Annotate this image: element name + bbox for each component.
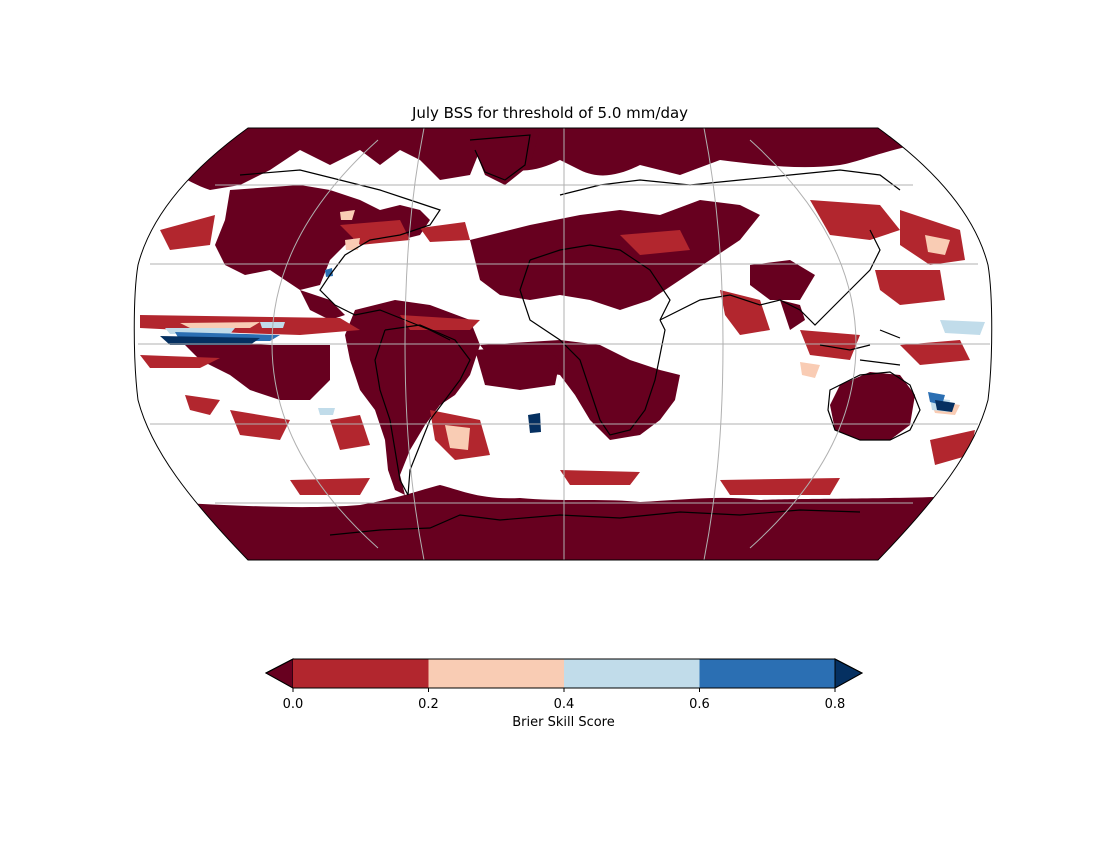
colorbar-tick-label: 0.8 [825, 697, 846, 712]
map-title: July BSS for threshold of 5.0 mm/day [411, 104, 689, 122]
skill-0.0-0.2-regions [140, 200, 975, 495]
colorbar-bin-1 [428, 659, 564, 688]
coastlines [239, 134, 921, 536]
colorbar-over-triangle [834, 658, 864, 689]
colorbar-tick-label: 0.6 [689, 697, 710, 712]
graticule [138, 127, 990, 561]
colorbar-tick-label: 0.0 [283, 697, 304, 712]
colorbar-label: Brier Skill Score [512, 715, 615, 730]
colorbar-under-triangle [264, 658, 294, 689]
over-skill-regions [160, 336, 955, 433]
colorbar-bin-0 [293, 659, 429, 688]
colorbar-bin-3 [699, 659, 835, 688]
colorbar: 0.0 0.2 0.4 0.6 0.8 [264, 658, 864, 712]
map-border [133, 127, 993, 561]
colorbar-bin-2 [564, 659, 700, 688]
colorbar-tick-label: 0.2 [418, 697, 439, 712]
colorbar-tick-label: 0.4 [554, 697, 575, 712]
